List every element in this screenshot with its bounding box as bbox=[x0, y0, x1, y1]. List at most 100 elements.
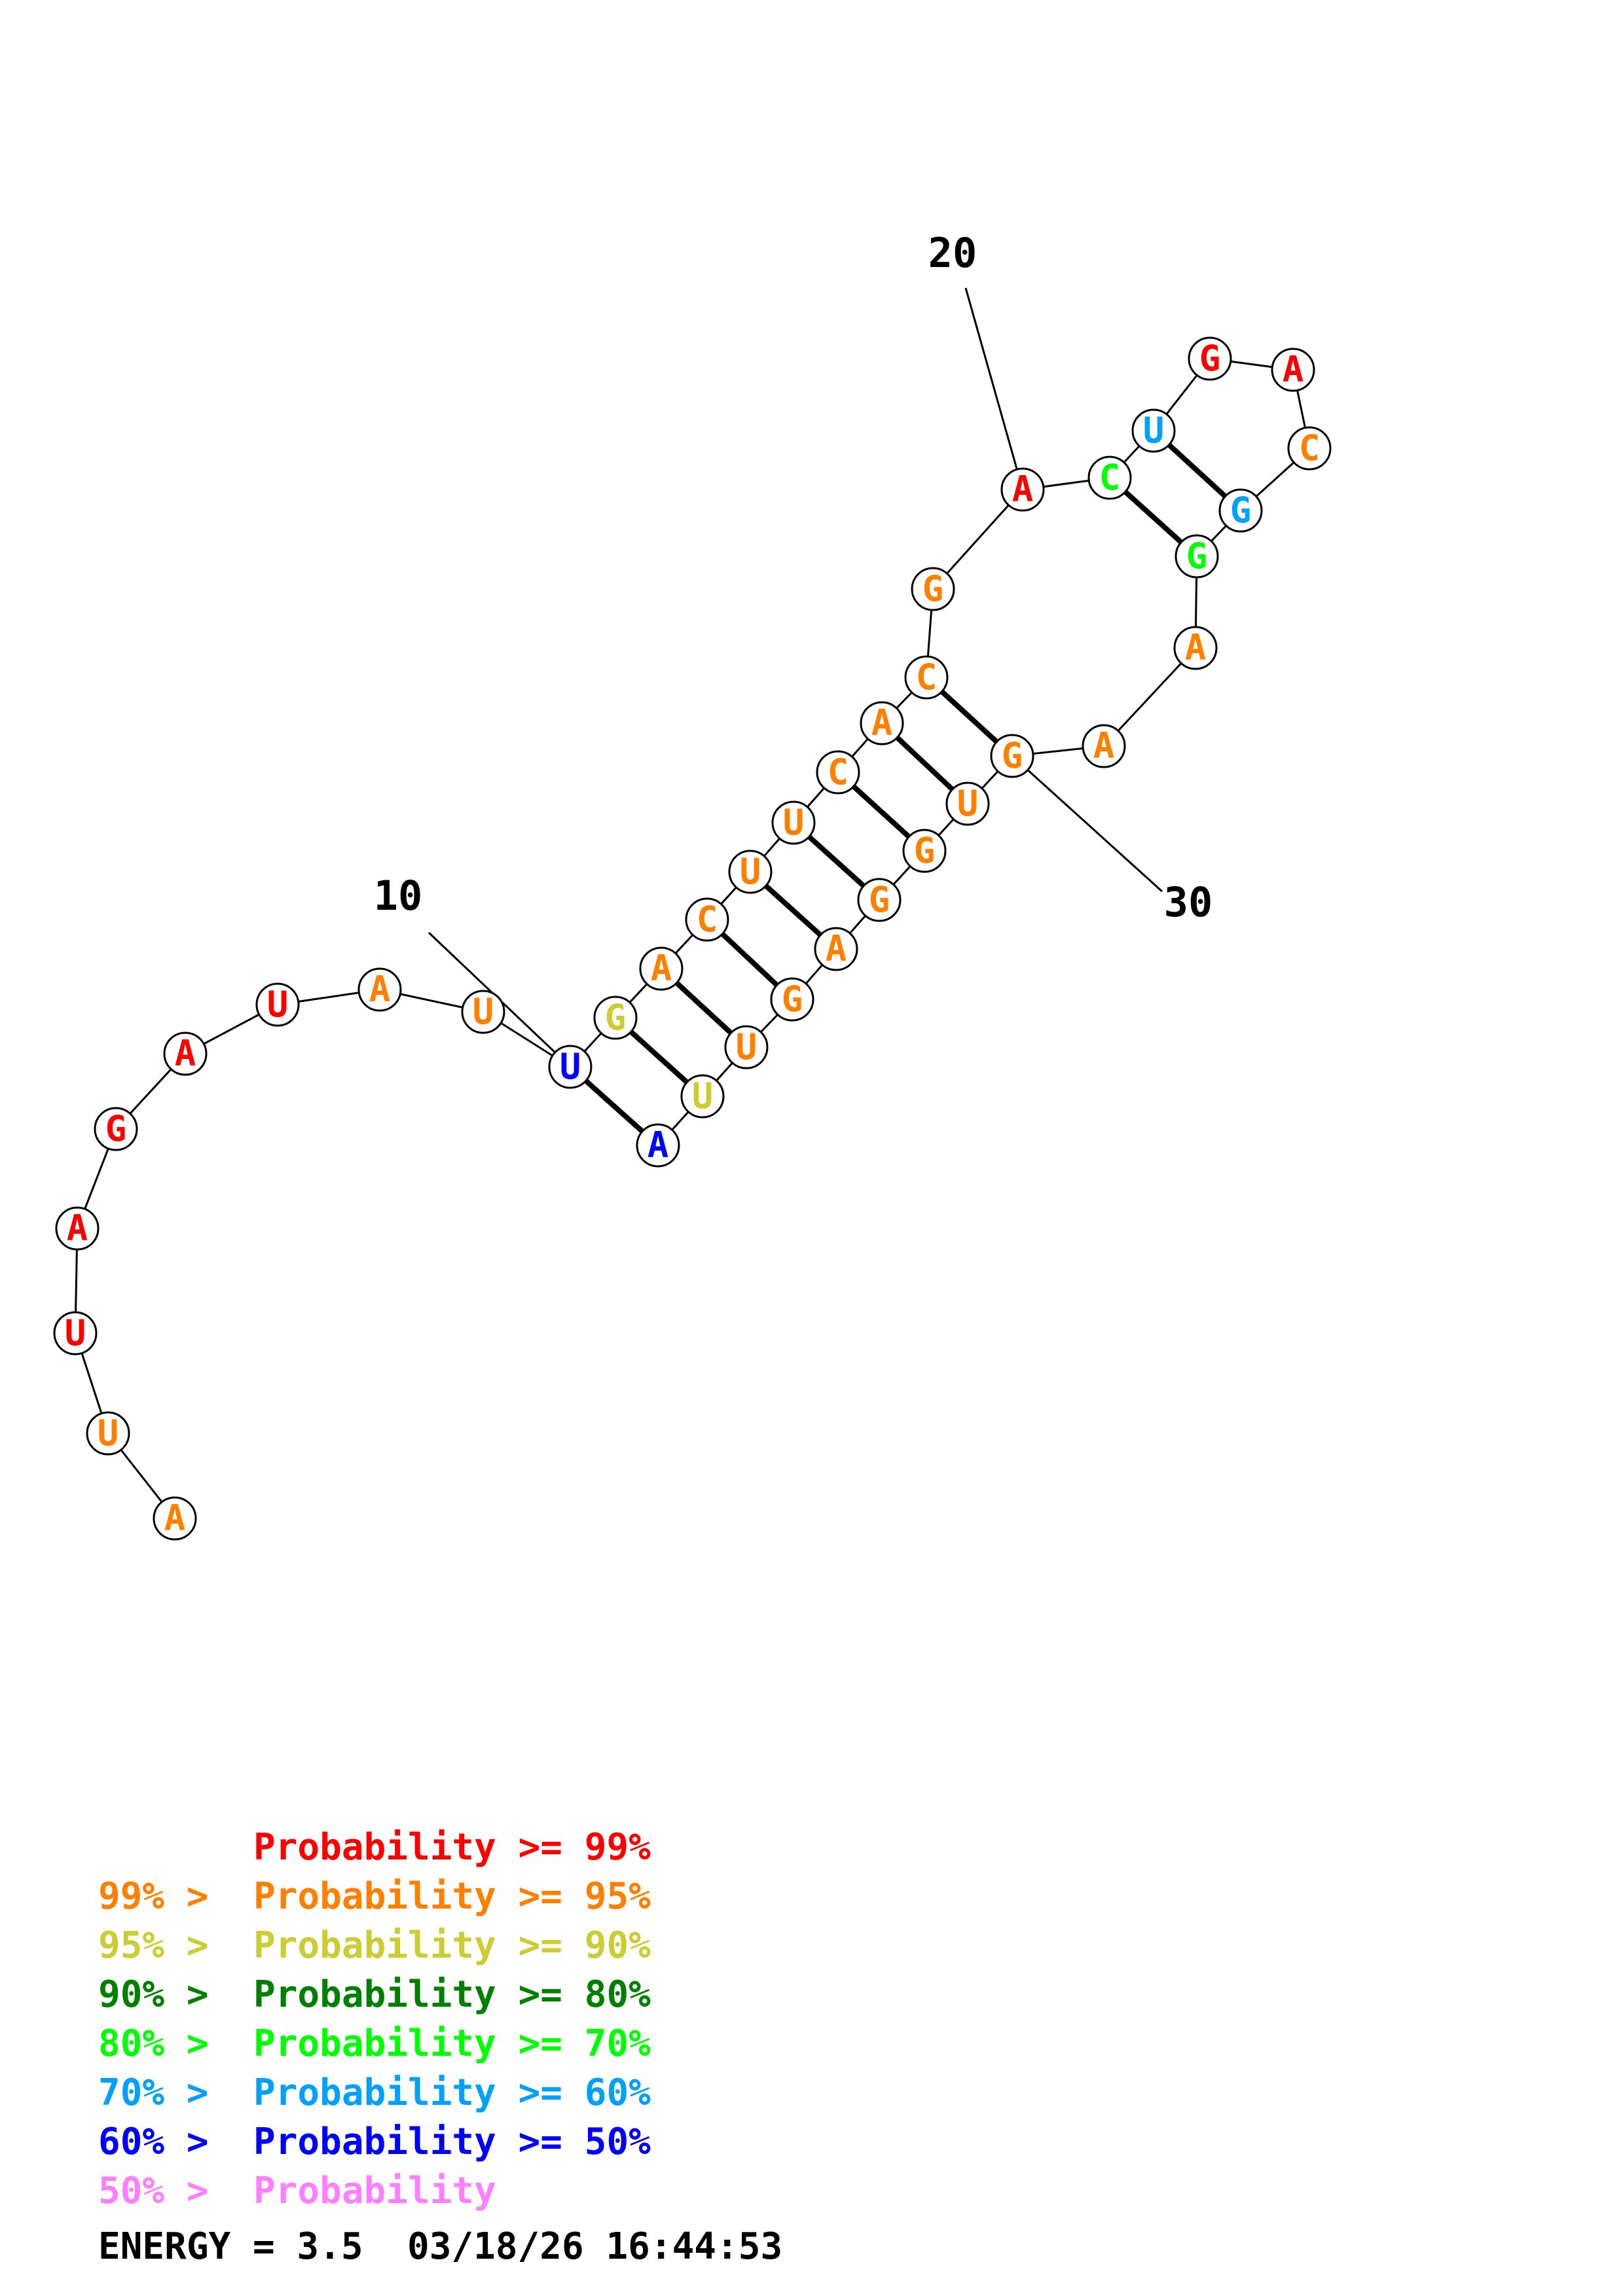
nucleotide-letter: A bbox=[1283, 349, 1304, 390]
nucleotide-letter: G bbox=[105, 1108, 127, 1149]
nucleotide-circle bbox=[1131, 408, 1176, 453]
nucleotide-circle bbox=[728, 850, 773, 894]
nucleotide-letter: G bbox=[782, 978, 803, 1020]
nucleotide-15: U bbox=[771, 800, 816, 845]
nucleotide-11: G bbox=[593, 996, 638, 1040]
nucleotide-letter: A bbox=[826, 928, 847, 969]
nucleotide-circle bbox=[153, 1496, 197, 1541]
nucleotide-letter: U bbox=[692, 1075, 714, 1117]
base-pair-bonds bbox=[568, 429, 1243, 1147]
nucleotide-circle bbox=[357, 967, 402, 1012]
legend-text: Probability >= 99% bbox=[253, 1826, 651, 1869]
nucleotide-8: A bbox=[357, 967, 402, 1012]
nucleotide-circle bbox=[1188, 336, 1232, 381]
nucleotide-letter: U bbox=[736, 1026, 757, 1067]
nucleotide-circle bbox=[593, 996, 638, 1040]
nucleotide-letter: G bbox=[1230, 490, 1252, 531]
legend-row: Probability >= 99% bbox=[98, 1823, 651, 1872]
nucleotide-letter: U bbox=[957, 783, 979, 824]
nucleotide-25: C bbox=[1287, 426, 1332, 471]
nucleotide-26: G bbox=[1218, 488, 1263, 533]
nucleotide-12: A bbox=[639, 946, 684, 991]
nucleotide-letter: G bbox=[1186, 535, 1208, 577]
nucleotide-letter: A bbox=[175, 1033, 196, 1074]
nucleotide-letter: A bbox=[164, 1498, 186, 1539]
nucleotide-circle bbox=[461, 990, 505, 1034]
nucleotide-letter: C bbox=[1099, 457, 1121, 498]
nucleotide-letter: U bbox=[473, 991, 494, 1032]
nucleotide-1: A bbox=[153, 1496, 197, 1541]
legend-row: 90% > Probability >= 80% bbox=[98, 1970, 651, 2019]
nucleotide-letter: U bbox=[267, 984, 289, 1025]
nucleotide-letter: U bbox=[740, 851, 761, 892]
probability-legend: Probability >= 99% 99% > Probability >= 9… bbox=[98, 1823, 651, 2215]
nucleotide-letter: G bbox=[914, 830, 936, 871]
nucleotide-16: C bbox=[816, 750, 860, 795]
nucleotide-circle bbox=[911, 567, 955, 611]
backbone-segment bbox=[1103, 647, 1197, 747]
nucleotide-circle bbox=[857, 878, 902, 922]
legend-text: Probability >= 80% bbox=[253, 1973, 651, 2016]
legend-text: Probability >= 60% bbox=[253, 2072, 651, 2114]
legend-text: Probability >= 90% bbox=[253, 1924, 651, 1967]
nucleotide-circle bbox=[86, 1411, 130, 1456]
nucleotide-letter: A bbox=[369, 969, 391, 1010]
position-label: 10 bbox=[374, 872, 423, 920]
nucleotide-37: U bbox=[680, 1074, 725, 1119]
nucleotide-circle bbox=[548, 1045, 593, 1089]
position-label-leader bbox=[964, 287, 1024, 490]
legend-prefix: 95% > bbox=[98, 1924, 231, 1967]
legend-row: 99% > Probability >= 95% bbox=[98, 1872, 651, 1921]
nucleotide-9: U bbox=[461, 990, 505, 1034]
nucleotide-letter: U bbox=[65, 1312, 86, 1354]
nucleotide-14: U bbox=[728, 850, 773, 894]
nucleotide-circle bbox=[724, 1025, 769, 1069]
nucleotide-circle bbox=[771, 800, 816, 845]
nucleotide-letter: G bbox=[869, 879, 890, 920]
legend-row: 80% > Probability >= 70% bbox=[98, 2019, 651, 2068]
footer: ENERGY = 3.5 03/18/26 16:44:53 bbox=[98, 2225, 782, 2268]
nucleotide-letter: G bbox=[1199, 338, 1221, 379]
nucleotide-circle bbox=[1082, 724, 1126, 768]
nucleotide-18: C bbox=[904, 655, 949, 700]
legend-text: Probability >= 50% bbox=[253, 2121, 651, 2163]
nucleotide-5: G bbox=[94, 1107, 138, 1151]
nucleotide-circle bbox=[636, 1123, 680, 1168]
nucleotide-29: A bbox=[1082, 724, 1126, 768]
nucleotide-circle bbox=[1175, 534, 1219, 579]
nucleotide-letter: U bbox=[783, 802, 805, 843]
nucleotide-19: G bbox=[911, 567, 955, 611]
nucleotide-circle bbox=[1087, 456, 1132, 500]
nucleotide-2: U bbox=[86, 1411, 130, 1456]
nucleotide-letter: A bbox=[647, 1124, 669, 1166]
nucleotide-32: G bbox=[902, 829, 947, 873]
nucleotide-circle bbox=[1218, 488, 1263, 533]
position-labels: 10 20 30 bbox=[374, 229, 1213, 1068]
nucleotide-letter: G bbox=[1002, 735, 1023, 776]
nucleotide-23: G bbox=[1188, 336, 1232, 381]
nucleotide-33: G bbox=[857, 878, 902, 922]
nucleotide-letter: C bbox=[1299, 427, 1321, 469]
position-label: 30 bbox=[1164, 878, 1213, 926]
nucleotide-letter: G bbox=[605, 997, 627, 1038]
nucleotide-38: A bbox=[636, 1123, 680, 1168]
nucleotide-circle bbox=[163, 1031, 208, 1076]
backbone-lines bbox=[74, 357, 1311, 1519]
legend-row: 50% > Probability bbox=[98, 2166, 651, 2215]
timestamp: 03/18/26 16:44:53 bbox=[407, 2225, 783, 2268]
nucleotide-letter: A bbox=[651, 948, 672, 989]
nucleotide-3: U bbox=[53, 1311, 98, 1355]
nucleotide-circle bbox=[1287, 426, 1332, 471]
nucleotide-36: U bbox=[724, 1025, 769, 1069]
nucleotide-letter: A bbox=[1012, 469, 1034, 510]
legend-row: 95% > Probability >= 90% bbox=[98, 1921, 651, 1970]
position-label: 20 bbox=[928, 229, 977, 277]
nucleotide-letter: C bbox=[828, 751, 849, 793]
nucleotide-letter: U bbox=[98, 1412, 119, 1454]
nucleotide-letter: U bbox=[1143, 410, 1165, 451]
nucleotide-35: G bbox=[770, 977, 814, 1022]
nucleotide-21: C bbox=[1087, 456, 1132, 500]
nucleotide-circle bbox=[685, 897, 729, 942]
nucleotide-6: A bbox=[163, 1031, 208, 1076]
nucleotide-letter: A bbox=[871, 702, 893, 744]
